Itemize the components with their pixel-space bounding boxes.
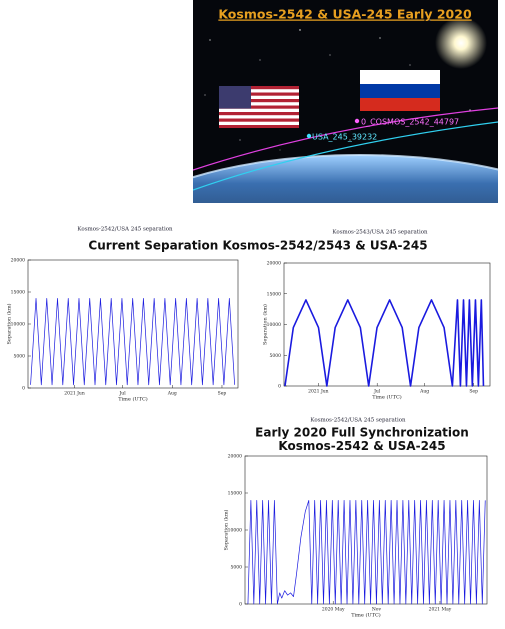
plot-frame — [27, 259, 239, 389]
x-axis-label: Time (UTC) — [372, 394, 402, 401]
chart-title: Kosmos-2542/USA 245 separation — [310, 418, 406, 424]
y-tick-label: 0 — [22, 386, 25, 392]
chart: Kosmos-2542/USA 245 separation 0 5000 10000… — [6, 227, 239, 403]
x-axis-label: Time (UTC) — [118, 396, 148, 403]
x-tick-label: Aug — [419, 389, 429, 395]
chart: Kosmos-2543/USA 245 separation 0 5000 10000… — [262, 230, 491, 401]
usa-marker — [306, 133, 312, 139]
earth — [193, 155, 498, 203]
y-tick-label: 10000 — [267, 322, 281, 328]
x-tick-label: Jul — [119, 391, 127, 397]
orbit-cosmos — [193, 107, 498, 171]
y-axis-label: Separation (km) — [223, 509, 230, 550]
chart-heading: Kosmos-2542 & USA-245 — [278, 439, 445, 453]
image-title: Kosmos-2542 & USA-245 Early 2020 — [218, 7, 472, 22]
x-tick-label: 2021 Jun — [64, 391, 85, 397]
chart: Kosmos-2542/USA 245 separation Early 2020… — [223, 418, 488, 619]
chart-title: Kosmos-2542/USA 245 separation — [77, 227, 173, 233]
atmosphere — [193, 154, 498, 179]
space-image: Kosmos-2542 & USA-245 Early 2020 0_COSMO… — [193, 0, 498, 203]
cosmos-label: 0_COSMOS_2542_44797 — [361, 118, 459, 127]
y-tick-label: 0 — [239, 602, 242, 608]
section-heading: Current Separation Kosmos-2542/2543 & US… — [88, 239, 427, 253]
y-axis-label: Separation (km) — [6, 303, 13, 344]
x-tick-label: 2020 May — [322, 607, 345, 613]
x-tick-label: Jul — [373, 389, 381, 395]
y-tick-label: 5000 — [231, 565, 243, 571]
x-tick-label: 2021 May — [429, 607, 452, 613]
plot-frame — [244, 455, 488, 605]
x-axis-label: Time (UTC) — [351, 612, 381, 619]
x-tick-label: Aug — [167, 391, 177, 397]
y-tick-label: 5000 — [14, 354, 26, 360]
y-tick-label: 20000 — [267, 261, 281, 267]
y-tick-label: 0 — [278, 384, 281, 390]
sun — [435, 17, 487, 69]
y-tick-label: 15000 — [11, 290, 25, 296]
y-axis-label: Separation (km) — [262, 304, 269, 345]
x-tick-label: Nov — [372, 607, 382, 613]
stars — [204, 19, 471, 151]
chart-heading: Early 2020 Full Synchronization — [255, 426, 469, 440]
y-tick-label: 5000 — [270, 353, 282, 359]
y-tick-label: 20000 — [228, 454, 242, 460]
y-tick-label: 20000 — [11, 258, 25, 264]
chart-title: Kosmos-2543/USA 245 separation — [332, 230, 428, 236]
us-flag — [219, 86, 299, 128]
data-line — [284, 299, 485, 387]
y-tick-label: 15000 — [267, 291, 281, 297]
x-tick-label: Sep — [469, 389, 478, 395]
data-line — [30, 298, 235, 386]
y-tick-label: 10000 — [11, 322, 25, 328]
orbit-usa — [193, 121, 498, 191]
x-tick-label: Sep — [218, 391, 227, 397]
data-line — [247, 500, 486, 605]
russian-flag — [360, 70, 440, 111]
x-tick-label: 2021 Jun — [308, 389, 329, 395]
usa-label: USA_245_39232 — [312, 133, 377, 142]
y-tick-label: 10000 — [228, 528, 242, 534]
cosmos-marker — [354, 118, 360, 124]
y-tick-label: 15000 — [228, 491, 242, 497]
